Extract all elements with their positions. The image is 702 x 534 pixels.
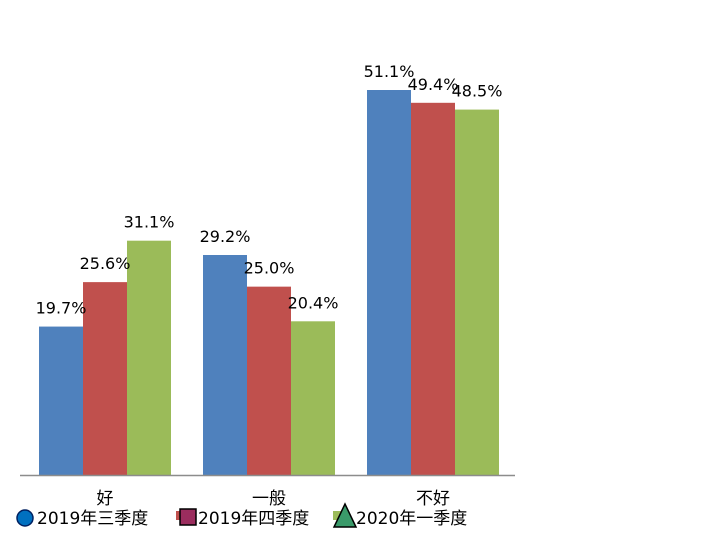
data-label: 25.0% xyxy=(244,259,295,278)
bar-1-series-2 xyxy=(83,282,127,475)
data-label: 49.4% xyxy=(408,75,459,94)
bar-2-series-2 xyxy=(247,286,291,475)
category-label: 一般 xyxy=(252,489,286,509)
data-labels-layer: 19.7% 25.6% 31.1% 29.2% 25.0% 20.4% 51.1%49.4%… xyxy=(36,62,503,318)
legend-swatch xyxy=(333,511,342,520)
legend-square-marker xyxy=(179,508,197,526)
legend-label: 2020年一季度 xyxy=(356,509,467,529)
bars-layer xyxy=(39,90,499,475)
legend-label: 2019年四季度 xyxy=(198,509,309,529)
data-label: 51.1% xyxy=(364,62,415,81)
category-labels-layer: 好 一般 不好 xyxy=(97,489,451,509)
bar-3-series-1 xyxy=(367,90,411,475)
legend-triangle-marker xyxy=(332,502,358,528)
category-label: 好 xyxy=(97,489,114,509)
data-label: 25.6% xyxy=(80,254,131,273)
legend-circle-marker xyxy=(16,509,34,527)
bar-1-series-3 xyxy=(127,240,171,475)
bar-1-series-1 xyxy=(39,326,83,475)
legend-label: 2019年三季度 xyxy=(37,509,148,529)
data-label: 48.5% xyxy=(452,82,503,101)
data-label: 19.7% xyxy=(36,299,87,318)
data-label: 20.4% xyxy=(288,293,339,312)
bar-3-series-3 xyxy=(455,109,499,475)
data-label: 29.2% xyxy=(200,227,251,246)
legend: 2019年三季度 2019年四季度 2020年一季度 xyxy=(16,502,467,529)
bar-2-series-3 xyxy=(291,321,335,475)
bar-2-series-1 xyxy=(203,255,247,475)
data-label: 31.1% xyxy=(124,213,175,232)
category-label: 不好 xyxy=(416,489,450,509)
bar-3-series-2 xyxy=(411,102,455,475)
